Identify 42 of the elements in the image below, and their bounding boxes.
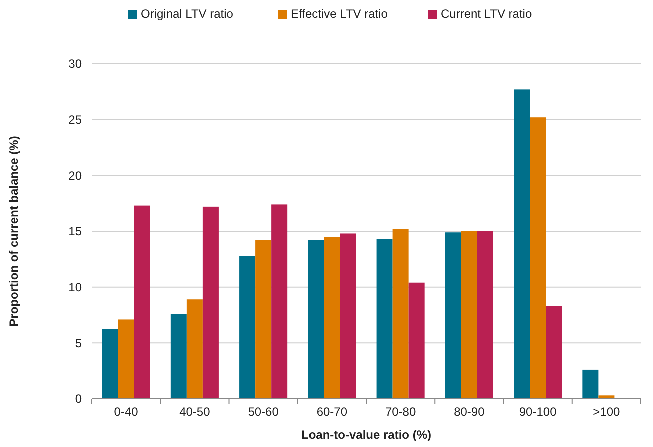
x-tick-label: 0-40 — [114, 405, 139, 419]
y-tick-label: 25 — [68, 113, 82, 128]
x-tick-label: 50-60 — [248, 405, 280, 419]
bar — [308, 240, 324, 399]
bar — [582, 370, 599, 399]
bar — [408, 282, 425, 399]
x-tick-label: 90-100 — [519, 405, 558, 419]
bar — [530, 118, 546, 399]
y-axis-title: Proportion of current balance (%) — [7, 136, 21, 327]
bar — [445, 232, 462, 399]
x-tick-label: 80-90 — [454, 405, 486, 419]
x-tick-label: 70-80 — [385, 405, 416, 419]
bar — [514, 90, 530, 399]
x-axis-title: Loan-to-value ratio (%) — [301, 428, 432, 442]
bar — [340, 234, 356, 399]
y-tick-label: 15 — [68, 224, 82, 239]
bar — [546, 306, 562, 399]
bar — [392, 229, 409, 399]
y-tick-label: 10 — [68, 280, 82, 295]
bar — [134, 206, 150, 399]
bar — [202, 206, 219, 399]
bar — [102, 329, 118, 399]
legend-label: Original LTV ratio — [141, 7, 234, 21]
bar — [324, 237, 340, 399]
bar — [272, 204, 288, 399]
y-tick-label: 5 — [75, 336, 82, 350]
bar — [461, 232, 478, 399]
y-tick-label: 0 — [75, 392, 82, 406]
bar — [256, 240, 272, 399]
bar — [477, 232, 494, 399]
bar — [240, 256, 256, 399]
legend-label: Effective LTV ratio — [291, 7, 388, 21]
x-tick-label: 40-50 — [180, 405, 211, 419]
legend-label: Current LTV ratio — [441, 7, 532, 21]
y-tick-label: 30 — [68, 57, 82, 72]
bar — [186, 300, 203, 399]
bar — [118, 320, 134, 399]
y-tick-label: 20 — [68, 168, 82, 183]
bar — [376, 239, 393, 399]
bar — [170, 314, 187, 399]
x-tick-label: 60-70 — [316, 405, 348, 419]
x-tick-label: >100 — [593, 405, 621, 419]
